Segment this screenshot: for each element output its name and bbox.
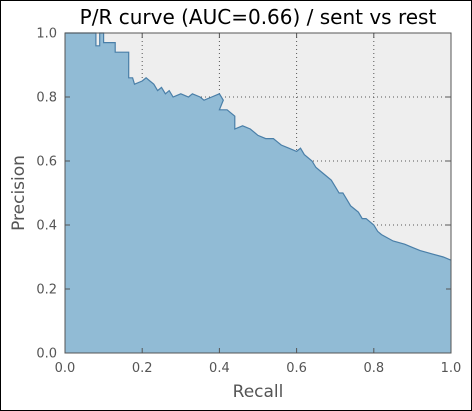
chart-title: P/R curve (AUC=0.66) / sent vs rest bbox=[80, 5, 437, 29]
x-tick-label: 0.6 bbox=[286, 361, 307, 376]
x-axis-label: Recall bbox=[233, 382, 284, 402]
x-tick-label: 0.4 bbox=[209, 361, 230, 376]
y-tick-label: 0.0 bbox=[36, 347, 57, 362]
x-tick-label: 1.0 bbox=[441, 361, 462, 376]
y-tick-label: 0.2 bbox=[36, 283, 57, 298]
x-tick-label: 0.2 bbox=[132, 361, 153, 376]
y-tick-label: 1.0 bbox=[36, 27, 57, 42]
x-tick-label: 0.0 bbox=[55, 361, 76, 376]
y-tick-label: 0.4 bbox=[36, 219, 57, 234]
y-tick-label: 0.6 bbox=[36, 155, 57, 170]
y-tick-label: 0.8 bbox=[36, 91, 57, 106]
y-axis-label: Precision bbox=[9, 155, 29, 231]
x-tick-label: 0.8 bbox=[363, 361, 384, 376]
